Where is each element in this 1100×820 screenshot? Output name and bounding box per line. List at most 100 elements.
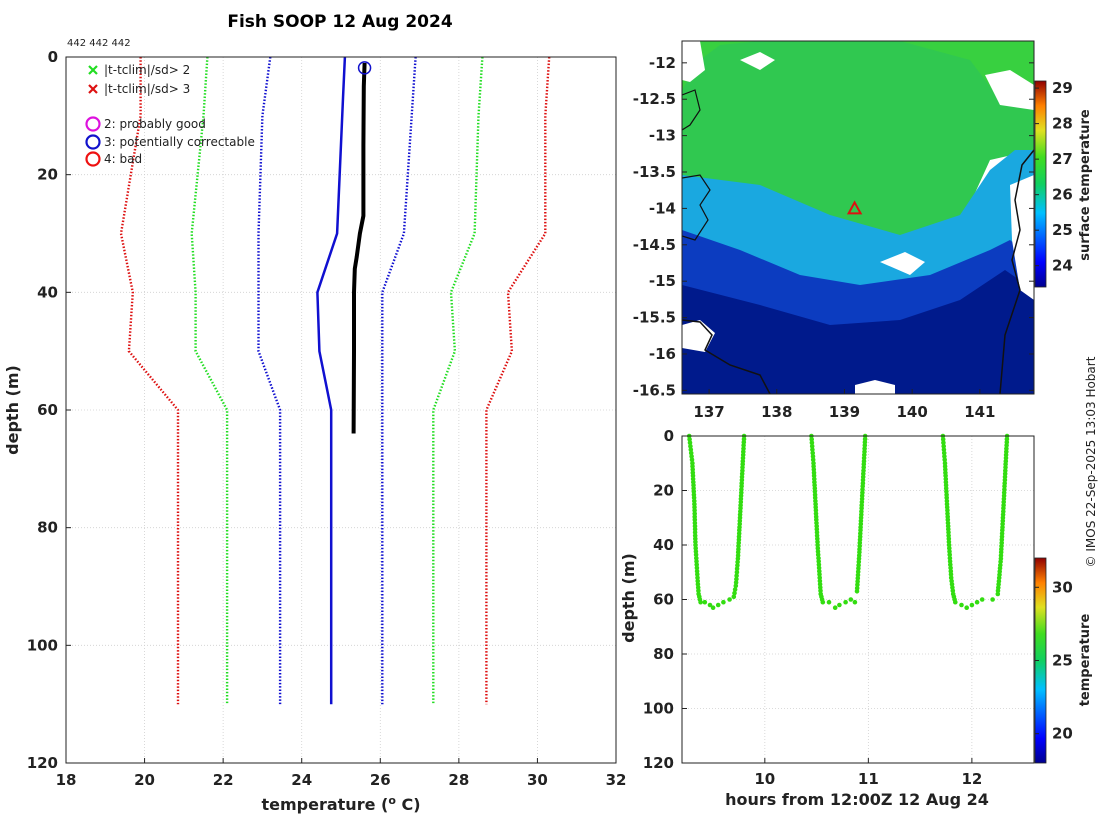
depth-point [852, 599, 858, 605]
depth-point [815, 542, 820, 548]
legend-circle-marker [85, 134, 101, 150]
map-x-tick-label: 140 [896, 403, 927, 421]
depth-point [688, 450, 694, 456]
depth-point [861, 458, 867, 464]
depth-point [843, 599, 848, 605]
series-line-clim-1-sd [257, 56, 282, 705]
depth-point [736, 537, 742, 543]
depth-point [735, 553, 741, 558]
x-tick-label: 22 [213, 771, 234, 789]
depth-point [695, 585, 701, 590]
depth-point [813, 508, 819, 513]
depth-point [692, 501, 697, 507]
depth-point [826, 599, 832, 605]
depth-point [692, 517, 698, 523]
depth-point [946, 542, 952, 548]
depth-point [942, 454, 947, 459]
depth-point [731, 594, 737, 600]
depth-point [695, 575, 700, 580]
series-line-clim-1-sd [381, 56, 417, 705]
depth-point [692, 523, 698, 529]
map-y-tick-label: -12 [649, 54, 676, 72]
depth-point [707, 602, 713, 608]
depth-point [692, 508, 697, 513]
depth-point [856, 562, 861, 568]
flag-point [363, 66, 367, 70]
depth-point [948, 562, 953, 567]
series-line-observed-profile [351, 62, 367, 434]
map-y-tick-label: -16 [649, 345, 676, 363]
y-tick-label: 120 [27, 754, 58, 772]
map-ticks: 137 138 139 140 141 -12 -12.5 -13 -13.5 -14 -14.5 -… [633, 54, 1034, 421]
legend-circle-marker [85, 116, 101, 132]
credit-text: © IMOS 22-Sep-2025 13:03 Hobart [1084, 356, 1098, 567]
depth-point [691, 489, 697, 494]
depth-point [959, 602, 964, 608]
depth-point [740, 468, 745, 473]
depth-point [990, 597, 995, 602]
depth-point [733, 580, 739, 585]
time-depth-grid [682, 435, 1034, 764]
depth-point [694, 565, 700, 571]
map-y-tick-label: -12.5 [633, 90, 676, 108]
depth-point [688, 443, 693, 449]
depth-point [689, 457, 695, 463]
depth-point [814, 530, 820, 535]
depth-point [948, 565, 953, 571]
x-tick-label: 30 [527, 771, 548, 789]
map-frame [681, 40, 1035, 395]
colorbar-tick-label: 25 [1052, 652, 1073, 670]
legend-x-marker [88, 65, 98, 75]
depth-point [946, 536, 952, 541]
map-y-tick-label: -15 [649, 272, 676, 290]
depth-point [688, 447, 694, 452]
depth-point [941, 450, 947, 456]
depth-point [694, 562, 699, 567]
profile-xlabel: temperature (o C) [261, 794, 420, 814]
y-tick-label: 0 [48, 48, 58, 66]
depth-point [741, 446, 746, 451]
map-y-tick-label: -15.5 [633, 309, 676, 327]
depth-point [810, 450, 815, 456]
map-colorbar [1034, 80, 1047, 288]
x-tick-label: 32 [606, 771, 627, 789]
depth-y-tick-label: 60 [653, 591, 674, 609]
depth-point [816, 555, 821, 561]
depth-point [692, 530, 698, 535]
legend-x-marker [88, 84, 98, 94]
depth-point [687, 437, 692, 442]
map-x-tick-label: 138 [761, 403, 792, 421]
cast-location-marker [846, 200, 863, 215]
depth-point [855, 572, 861, 578]
depth-point [698, 599, 703, 605]
depth-point [943, 467, 948, 472]
map-y-tick-label: -16.5 [633, 381, 676, 399]
y-tick-label: 100 [27, 636, 58, 654]
depth-point [998, 562, 1003, 568]
depth-point [964, 605, 969, 610]
depth-point [687, 440, 693, 446]
depth-point [734, 573, 739, 578]
depth-point [941, 447, 947, 452]
series-line-clim-2-sd [432, 56, 484, 705]
depth-point [810, 457, 816, 463]
depth-point [690, 473, 696, 479]
depth-point [733, 583, 739, 589]
depth-point [837, 602, 842, 608]
map-y-tick-label: -13 [649, 127, 676, 145]
y-tick-label: 80 [37, 519, 58, 537]
depth-point [948, 572, 954, 577]
depth-point [855, 579, 860, 584]
depth-point [736, 546, 741, 552]
depth-point [856, 559, 862, 565]
depth-point [813, 501, 818, 507]
depth-point [809, 443, 815, 449]
time-depth-ylabel: depth (m) [619, 553, 638, 643]
time-depth-xlabel: hours from 12:00Z 12 Aug 24 [725, 790, 989, 809]
map-x-tick-label: 141 [964, 403, 995, 421]
depth-point [848, 597, 854, 602]
depth-point [734, 566, 740, 572]
depth-point [814, 523, 819, 529]
